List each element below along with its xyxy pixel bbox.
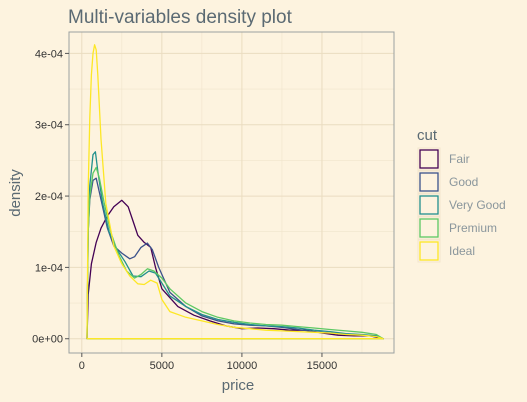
legend-key-bg: [417, 170, 441, 194]
legend-key: [419, 195, 439, 215]
y-tick-label: 4e-04: [35, 48, 63, 60]
density-line-ideal: [86, 44, 384, 340]
density-line-good: [86, 177, 384, 340]
legend-label: Very Good: [449, 198, 506, 212]
density-line-very-good: [86, 151, 384, 340]
x-tick-label: 15000: [307, 360, 338, 372]
legend-key-bg: [417, 216, 441, 240]
panel-border: [68, 31, 395, 354]
legend-key: [419, 149, 439, 169]
legend-key-bg: [417, 239, 441, 263]
chart-title: Multi-variables density plot: [68, 7, 293, 28]
y-tick-label: 3e-04: [35, 120, 63, 132]
legend: cut Fair Good Very Good Premium Ideal: [417, 127, 506, 263]
x-tick-label: 10000: [227, 360, 258, 372]
density-line-premium: [86, 166, 384, 340]
x-axis-title: price: [222, 377, 255, 394]
x-tick-label: 5000: [150, 360, 174, 372]
legend-label: Good: [449, 175, 478, 189]
y-axis-title: density: [7, 169, 24, 217]
y-tick-label: 1e-04: [35, 262, 63, 274]
density-line-fair: [86, 199, 384, 340]
x-tick-label: 0: [79, 360, 85, 372]
legend-label: Premium: [449, 221, 497, 235]
legend-key: [419, 218, 439, 238]
legend-key: [419, 172, 439, 192]
y-tick-label: 2e-04: [35, 191, 63, 203]
legend-label: Ideal: [449, 244, 475, 258]
plot-panel: [68, 31, 395, 354]
legend-title: cut: [417, 127, 438, 144]
legend-key: [419, 241, 439, 261]
y-tick-label: 0e+00: [32, 334, 63, 346]
legend-label: Fair: [449, 152, 470, 166]
legend-key-bg: [417, 193, 441, 217]
legend-key-bg: [417, 147, 441, 171]
